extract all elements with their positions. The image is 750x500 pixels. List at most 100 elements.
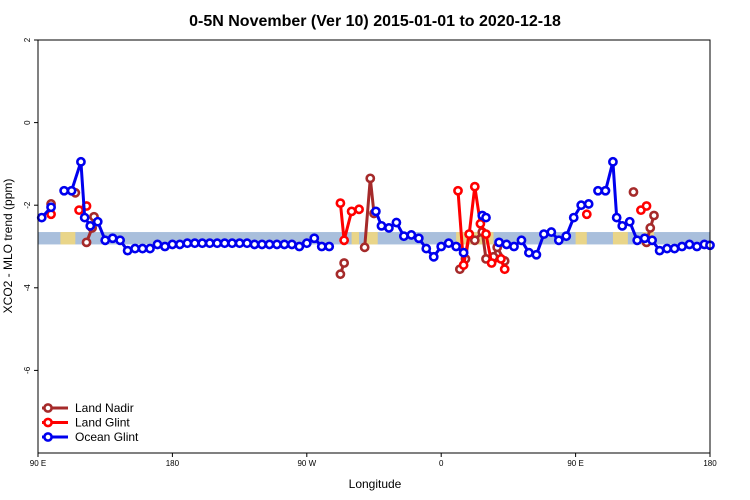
- ocean-glint-point: [546, 227, 557, 237]
- land-glint-point: [486, 258, 497, 268]
- x-tick-label: 180: [703, 459, 717, 468]
- ocean-glint-point: [583, 199, 594, 209]
- land-glint-point: [339, 235, 350, 246]
- ocean-glint-point: [624, 216, 635, 227]
- ocean-glint-point: [398, 231, 409, 242]
- ocean-glint-point: [92, 216, 103, 227]
- ocean-glint-point: [501, 239, 512, 250]
- ocean-glint-point: [692, 241, 702, 252]
- ocean-glint-point: [654, 245, 665, 256]
- ocean-glint-point: [294, 241, 305, 252]
- legend-marker: [43, 417, 53, 428]
- ocean-glint-point: [611, 212, 622, 223]
- ocean-glint-point: [632, 235, 643, 246]
- ocean-glint-point: [301, 238, 312, 249]
- ocean-glint-point: [324, 241, 335, 252]
- ocean-glint-point: [443, 238, 454, 249]
- chart-title: 0-5N November (Ver 10) 2015-01-01 to 202…: [189, 13, 561, 30]
- ocean-glint-point: [197, 238, 208, 249]
- land-glint-point: [496, 253, 506, 264]
- ocean-glint-point: [538, 229, 549, 240]
- land-glint-point: [581, 209, 592, 220]
- land-nadir-point: [365, 173, 376, 184]
- land-nadir-point: [649, 210, 659, 221]
- land-nadir-point: [339, 258, 350, 268]
- band-highlight: [351, 232, 360, 245]
- ocean-glint-point: [182, 238, 193, 249]
- ocean-glint-point: [130, 243, 140, 254]
- x-axis-label: Longitude: [349, 477, 402, 491]
- ocean-glint-point: [152, 239, 163, 250]
- ocean-glint-point: [272, 239, 282, 250]
- series-ocean-glint: [36, 156, 715, 262]
- ocean-glint-point: [85, 220, 96, 231]
- ocean-glint-point: [647, 235, 658, 246]
- x-tick-label: 180: [166, 459, 180, 468]
- ocean-glint-point: [494, 237, 504, 248]
- land-glint-point: [74, 205, 84, 216]
- ocean-glint-point: [576, 200, 587, 211]
- band-highlight: [364, 232, 378, 245]
- ocean-glint-point: [59, 185, 70, 196]
- ocean-glint-point: [531, 249, 542, 260]
- legend-label: Ocean Glint: [75, 430, 139, 444]
- ocean-glint-point: [189, 238, 200, 249]
- ocean-glint-point: [100, 235, 111, 246]
- ocean-glint-point: [391, 217, 402, 228]
- band-highlight: [612, 232, 628, 245]
- ocean-glint-point: [76, 156, 86, 167]
- land-glint-point: [475, 218, 486, 229]
- ocean-glint-point: [145, 243, 155, 254]
- ocean-glint-point: [600, 185, 611, 196]
- land-glint-point: [458, 260, 469, 270]
- ocean-glint-point: [46, 202, 56, 213]
- series-layer: [36, 156, 715, 280]
- legend-marker: [43, 432, 53, 442]
- band-highlight: [60, 232, 76, 245]
- ocean-glint-point: [264, 239, 275, 250]
- ocean-glint-point: [677, 241, 687, 252]
- land-nadir-point: [469, 235, 480, 246]
- ocean-glint-point: [115, 235, 126, 246]
- legend-item-land-glint: Land Glint: [42, 416, 130, 430]
- y-tick-label: 2: [23, 37, 32, 42]
- ocean-glint-point: [107, 233, 118, 244]
- y-tick-label: -2: [23, 201, 32, 209]
- ocean-glint-point: [428, 251, 439, 262]
- legend-item-land-nadir: Land Nadir: [42, 401, 134, 415]
- ocean-glint-point: [639, 233, 650, 244]
- ocean-glint-point: [167, 239, 178, 250]
- y-tick-label: 0: [23, 120, 32, 125]
- ocean-glint-point: [384, 223, 394, 233]
- land-glint-point: [335, 198, 346, 209]
- land-glint-point: [499, 264, 510, 275]
- ocean-glint-point: [79, 212, 90, 223]
- ocean-glint-point: [617, 220, 628, 231]
- ocean-glint-point: [593, 185, 603, 196]
- ocean-glint-point: [669, 243, 680, 254]
- y-tick-label: -4: [23, 284, 32, 292]
- ocean-glint-point: [234, 238, 245, 249]
- x-axis: 90 E 180 90 W 0 90 E 180: [30, 453, 717, 468]
- ocean-glint-point: [516, 235, 527, 246]
- land-glint-point: [469, 181, 480, 192]
- y-axis: 2 0 -2 -4 -6: [23, 37, 38, 374]
- x-tick-label: 90 E: [30, 459, 46, 468]
- ocean-glint-point: [66, 185, 77, 196]
- land-glint-point: [481, 229, 491, 240]
- ocean-glint-point: [406, 230, 417, 240]
- ocean-glint-point: [219, 238, 230, 249]
- ocean-glint-point: [370, 206, 381, 217]
- ocean-glint-point: [249, 239, 260, 250]
- plot-frame: [37, 39, 711, 454]
- legend-label: Land Glint: [75, 416, 130, 430]
- ocean-glint-point: [451, 241, 462, 252]
- ocean-glint-point: [122, 245, 133, 256]
- y-axis-label: XCO2 - MLO trend (ppm): [1, 179, 15, 314]
- ocean-glint-point: [436, 241, 447, 252]
- ocean-glint-point: [458, 247, 469, 258]
- land-nadir-point: [335, 269, 346, 280]
- y-tick-label: -6: [23, 366, 32, 374]
- ocean-glint-point: [524, 247, 534, 258]
